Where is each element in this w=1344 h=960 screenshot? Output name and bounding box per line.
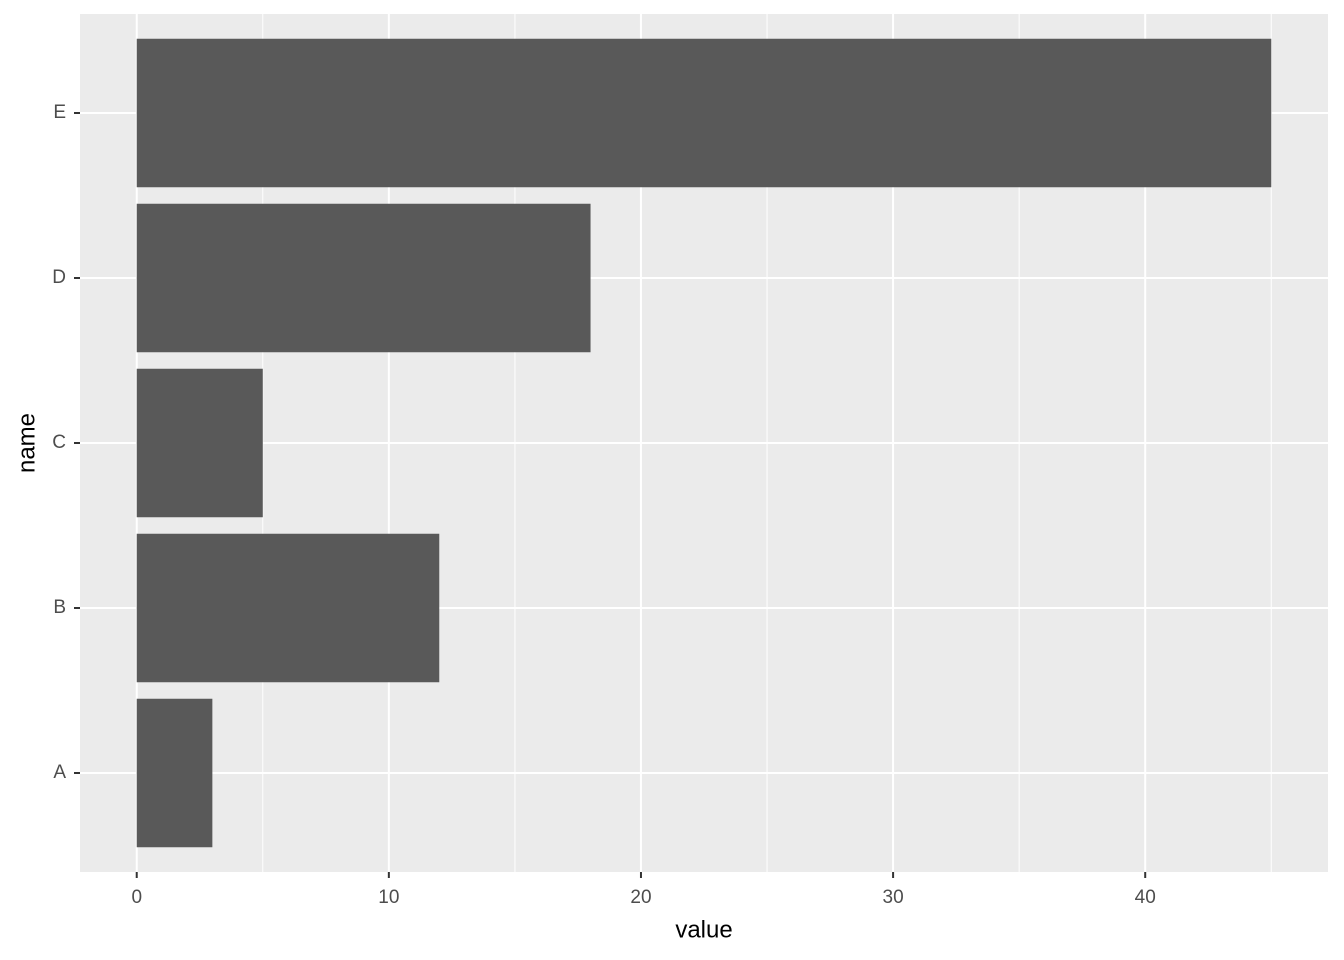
x-tick-label: 40 <box>1135 887 1156 908</box>
x-tick-label: 20 <box>630 887 651 908</box>
bar <box>136 203 591 353</box>
y-tick-label: A <box>53 762 66 783</box>
x-tick-label: 10 <box>378 887 399 908</box>
y-tick-label: D <box>52 267 66 288</box>
y-tick-label: E <box>53 102 66 123</box>
x-axis-title: value <box>675 916 732 943</box>
bar <box>136 533 440 683</box>
x-tick-label: 0 <box>131 887 142 908</box>
bar <box>136 38 1272 188</box>
y-axis-title: name <box>13 413 40 473</box>
bar <box>136 368 263 518</box>
x-tick-label: 30 <box>883 887 904 908</box>
y-tick-label: B <box>53 597 66 618</box>
bar <box>136 698 213 848</box>
y-tick-label: C <box>52 432 66 453</box>
